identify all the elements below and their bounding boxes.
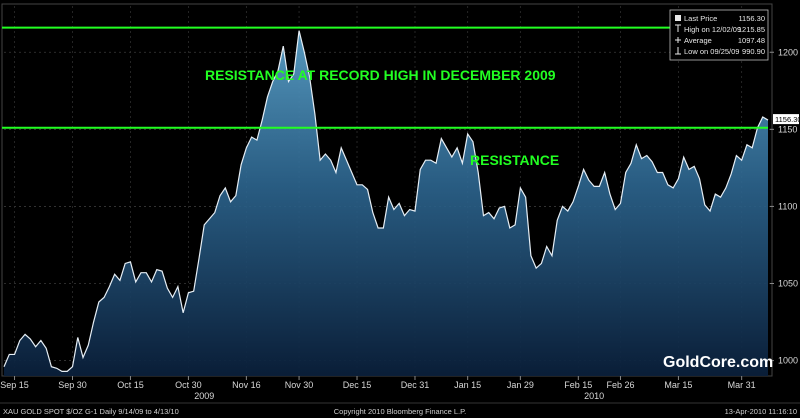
footer-center: Copyright 2010 Bloomberg Finance L.P. [334,407,466,416]
x-axis: Sep 15 Sep 30 Oct 15 Oct 30 Nov 16 Nov 30 Dec … [0,376,756,401]
x-tick-label: Sep 15 [0,380,29,390]
low-marker-icon [675,47,681,55]
year-label: 2009 [194,391,214,401]
x-tick-label: Nov 16 [232,380,261,390]
y-tick-label: 1050 [778,279,798,289]
annotation-record-high: RESISTANCE AT RECORD HIGH IN DECEMBER 20… [205,67,556,83]
x-tick-label: Oct 15 [117,380,144,390]
legend-box [669,9,769,61]
footer-left: XAU GOLD SPOT $/OZ G-1 Daily 9/14/09 to … [3,407,179,416]
y-axis: 1000 1050 1100 1150 1200 [770,47,798,366]
annotation-resistance: RESISTANCE [470,152,559,168]
x-tick-label: Jan 15 [454,380,481,390]
y-tick-label: 1000 [778,356,798,366]
square-marker-icon [675,15,681,21]
legend-label-last: Last Price [684,14,717,23]
price-line [3,30,769,372]
x-tick-label: Mar 31 [728,380,756,390]
x-tick-label: Sep 30 [58,380,87,390]
footer: XAU GOLD SPOT $/OZ G-1 Daily 9/14/09 to … [0,402,800,416]
high-marker-icon [675,24,681,32]
legend-value-last: 1156.30 [738,14,765,23]
x-tick-label: Nov 30 [285,380,314,390]
y-tick-label: 1200 [778,47,798,57]
brand-watermark: GoldCore.com [663,354,773,371]
legend: Last Price 1156.30 High on 12/02/09 1215… [669,9,769,61]
x-tick-label: Dec 15 [343,380,372,390]
x-tick-label: Feb 26 [606,380,634,390]
legend-label-low: Low on 09/25/09 [684,47,739,56]
resistance-lines [2,26,768,129]
y-tick-label: 1100 [778,201,797,211]
x-tick-label: Dec 31 [401,380,430,390]
legend-label-high: High on 12/02/09 [684,25,741,34]
last-price-tag-label: 1156.30 [775,115,800,124]
x-tick-label: Mar 15 [664,380,692,390]
legend-label-average: Average [684,36,712,45]
legend-value-high: 1215.85 [738,25,765,34]
price-area [4,30,768,376]
y-tick-label: 1150 [778,124,797,134]
x-tick-label: Feb 15 [564,380,592,390]
x-tick-label: Oct 30 [175,380,202,390]
x-tick-label: Jan 29 [507,380,534,390]
legend-value-low: 990.90 [742,47,765,56]
year-label: 2010 [584,391,604,401]
legend-value-average: 1097.48 [738,36,765,45]
footer-right: 13-Apr-2010 11:16:10 [725,407,797,416]
last-price-tag: 1156.30 [773,114,800,125]
average-marker-icon [675,37,681,43]
